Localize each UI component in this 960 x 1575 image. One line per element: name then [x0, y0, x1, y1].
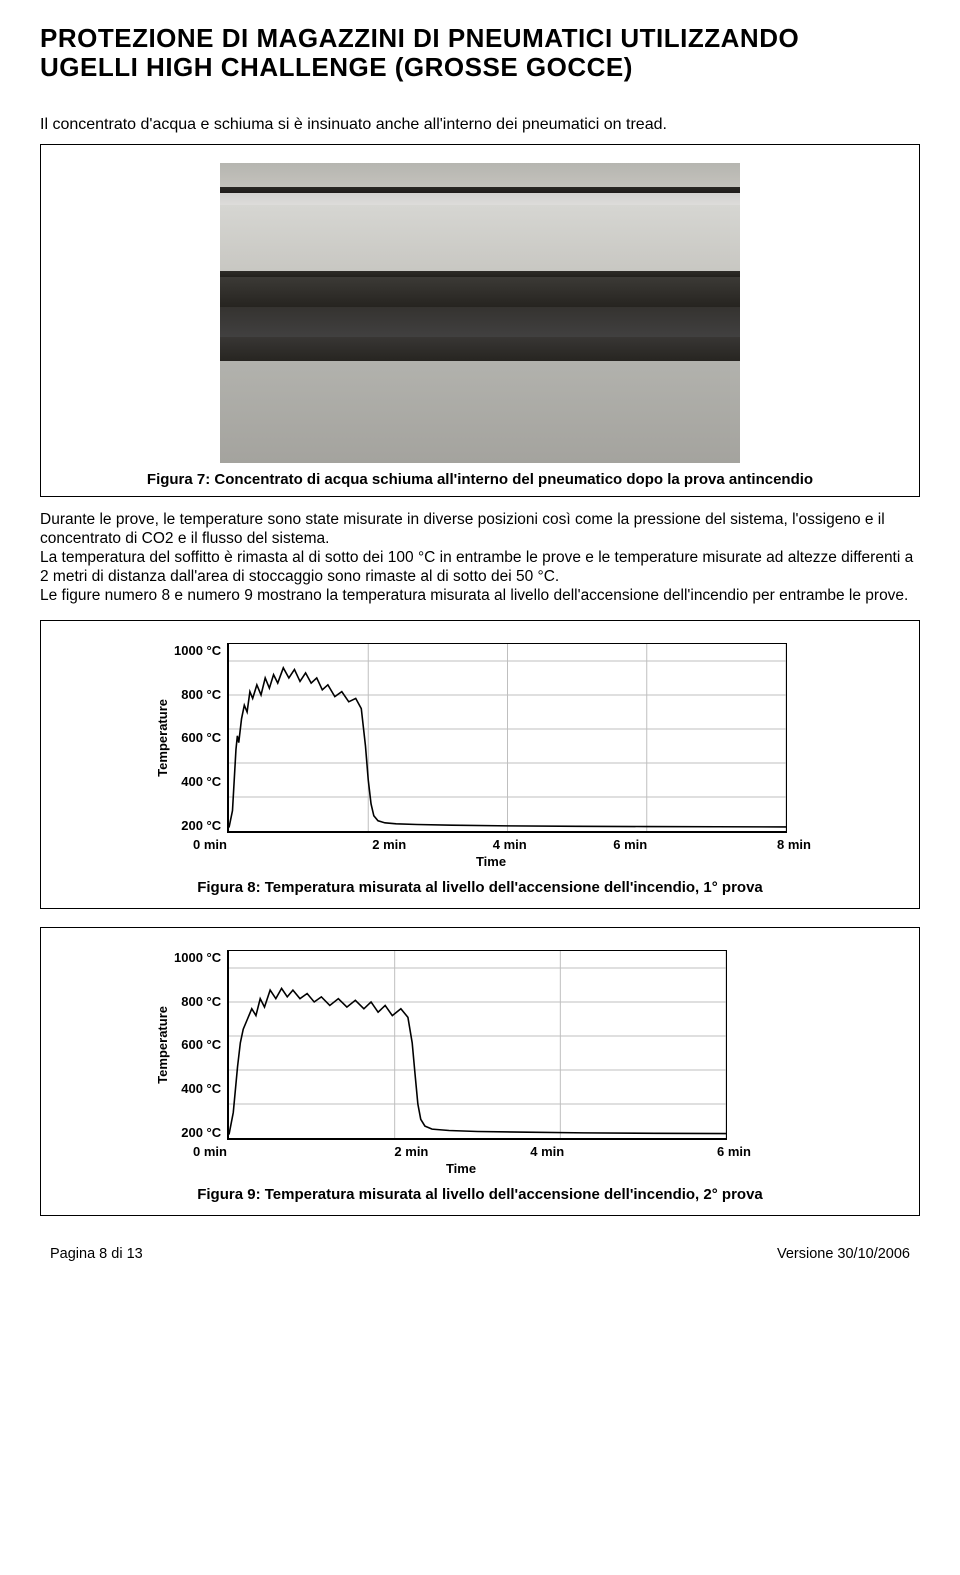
chart-9-ylabel: Temperature — [151, 1006, 174, 1084]
ytick-label: 1000 °C — [174, 643, 221, 658]
xtick-label: 4 min — [479, 1144, 615, 1159]
chart-9-wrap: Temperature 1000 °C 800 °C 600 °C 400 °C 200… — [151, 950, 889, 1140]
ytick-label: 200 °C — [174, 1125, 221, 1140]
title-line2: UGELLI HIGH CHALLENGE (GROSSE GOCCE) — [40, 52, 633, 82]
chart-9-xlabel: Time — [211, 1161, 711, 1176]
ytick-label: 800 °C — [174, 994, 221, 1009]
para-3: Le figure numero 8 e numero 9 mostrano l… — [40, 587, 908, 604]
xtick-label: 2 min — [344, 1144, 480, 1159]
figure-7-box: Figura 7: Concentrato di acqua schiuma a… — [40, 144, 920, 497]
footer-version: Versione 30/10/2006 — [777, 1246, 910, 1262]
figure-7-caption: Figura 7: Concentrato di acqua schiuma a… — [61, 471, 899, 488]
ytick-label: 200 °C — [174, 818, 221, 833]
chart-8-plot — [227, 643, 787, 833]
figure-8-box: Temperature 1000 °C 800 °C 600 °C 400 °C 200… — [40, 620, 920, 909]
page-title: PROTEZIONE DI MAGAZZINI DI PNEUMATICI UT… — [40, 24, 920, 82]
ytick-label: 600 °C — [174, 1037, 221, 1052]
ytick-label: 400 °C — [174, 1081, 221, 1096]
xtick-label: 6 min — [570, 837, 691, 852]
chart-8-xlabel: Time — [211, 854, 771, 869]
chart-8-yticks: 1000 °C 800 °C 600 °C 400 °C 200 °C — [174, 643, 227, 833]
xtick-label: 4 min — [450, 837, 571, 852]
chart-9-yticks: 1000 °C 800 °C 600 °C 400 °C 200 °C — [174, 950, 227, 1140]
footer-page: Pagina 8 di 13 — [50, 1246, 143, 1262]
chart-8-ylabel: Temperature — [151, 699, 174, 777]
ytick-label: 800 °C — [174, 687, 221, 702]
body-paragraphs: Durante le prove, le temperature sono st… — [40, 511, 920, 606]
title-line1: PROTEZIONE DI MAGAZZINI DI PNEUMATICI UT… — [40, 23, 799, 53]
page-footer: Pagina 8 di 13 Versione 30/10/2006 — [40, 1246, 920, 1262]
figure-9-box: Temperature 1000 °C 800 °C 600 °C 400 °C 200… — [40, 927, 920, 1216]
para-2: La temperatura del soffitto è rimasta al… — [40, 549, 913, 585]
xtick-label: 2 min — [329, 837, 450, 852]
chart-8-wrap: Temperature 1000 °C 800 °C 600 °C 400 °C 200… — [151, 643, 889, 833]
xtick-label: 8 min — [691, 837, 812, 852]
para-1: Durante le prove, le temperature sono st… — [40, 511, 885, 547]
intro-paragraph: Il concentrato d'acqua e schiuma si è in… — [40, 116, 920, 134]
ytick-label: 400 °C — [174, 774, 221, 789]
chart-8-xticks: 0 min2 min4 min6 min8 min — [211, 837, 811, 852]
xtick-label: 0 min — [193, 837, 329, 852]
chart-9-xticks: 0 min2 min4 min6 min — [211, 1144, 751, 1159]
figure-9-caption: Figura 9: Temperatura misurata al livell… — [71, 1186, 889, 1203]
tire-foam-photo — [220, 163, 740, 463]
ytick-label: 1000 °C — [174, 950, 221, 965]
ytick-label: 600 °C — [174, 730, 221, 745]
figure-8-caption: Figura 8: Temperatura misurata al livell… — [71, 879, 889, 896]
chart-9-plot — [227, 950, 727, 1140]
xtick-label: 0 min — [193, 1144, 344, 1159]
xtick-label: 6 min — [615, 1144, 751, 1159]
